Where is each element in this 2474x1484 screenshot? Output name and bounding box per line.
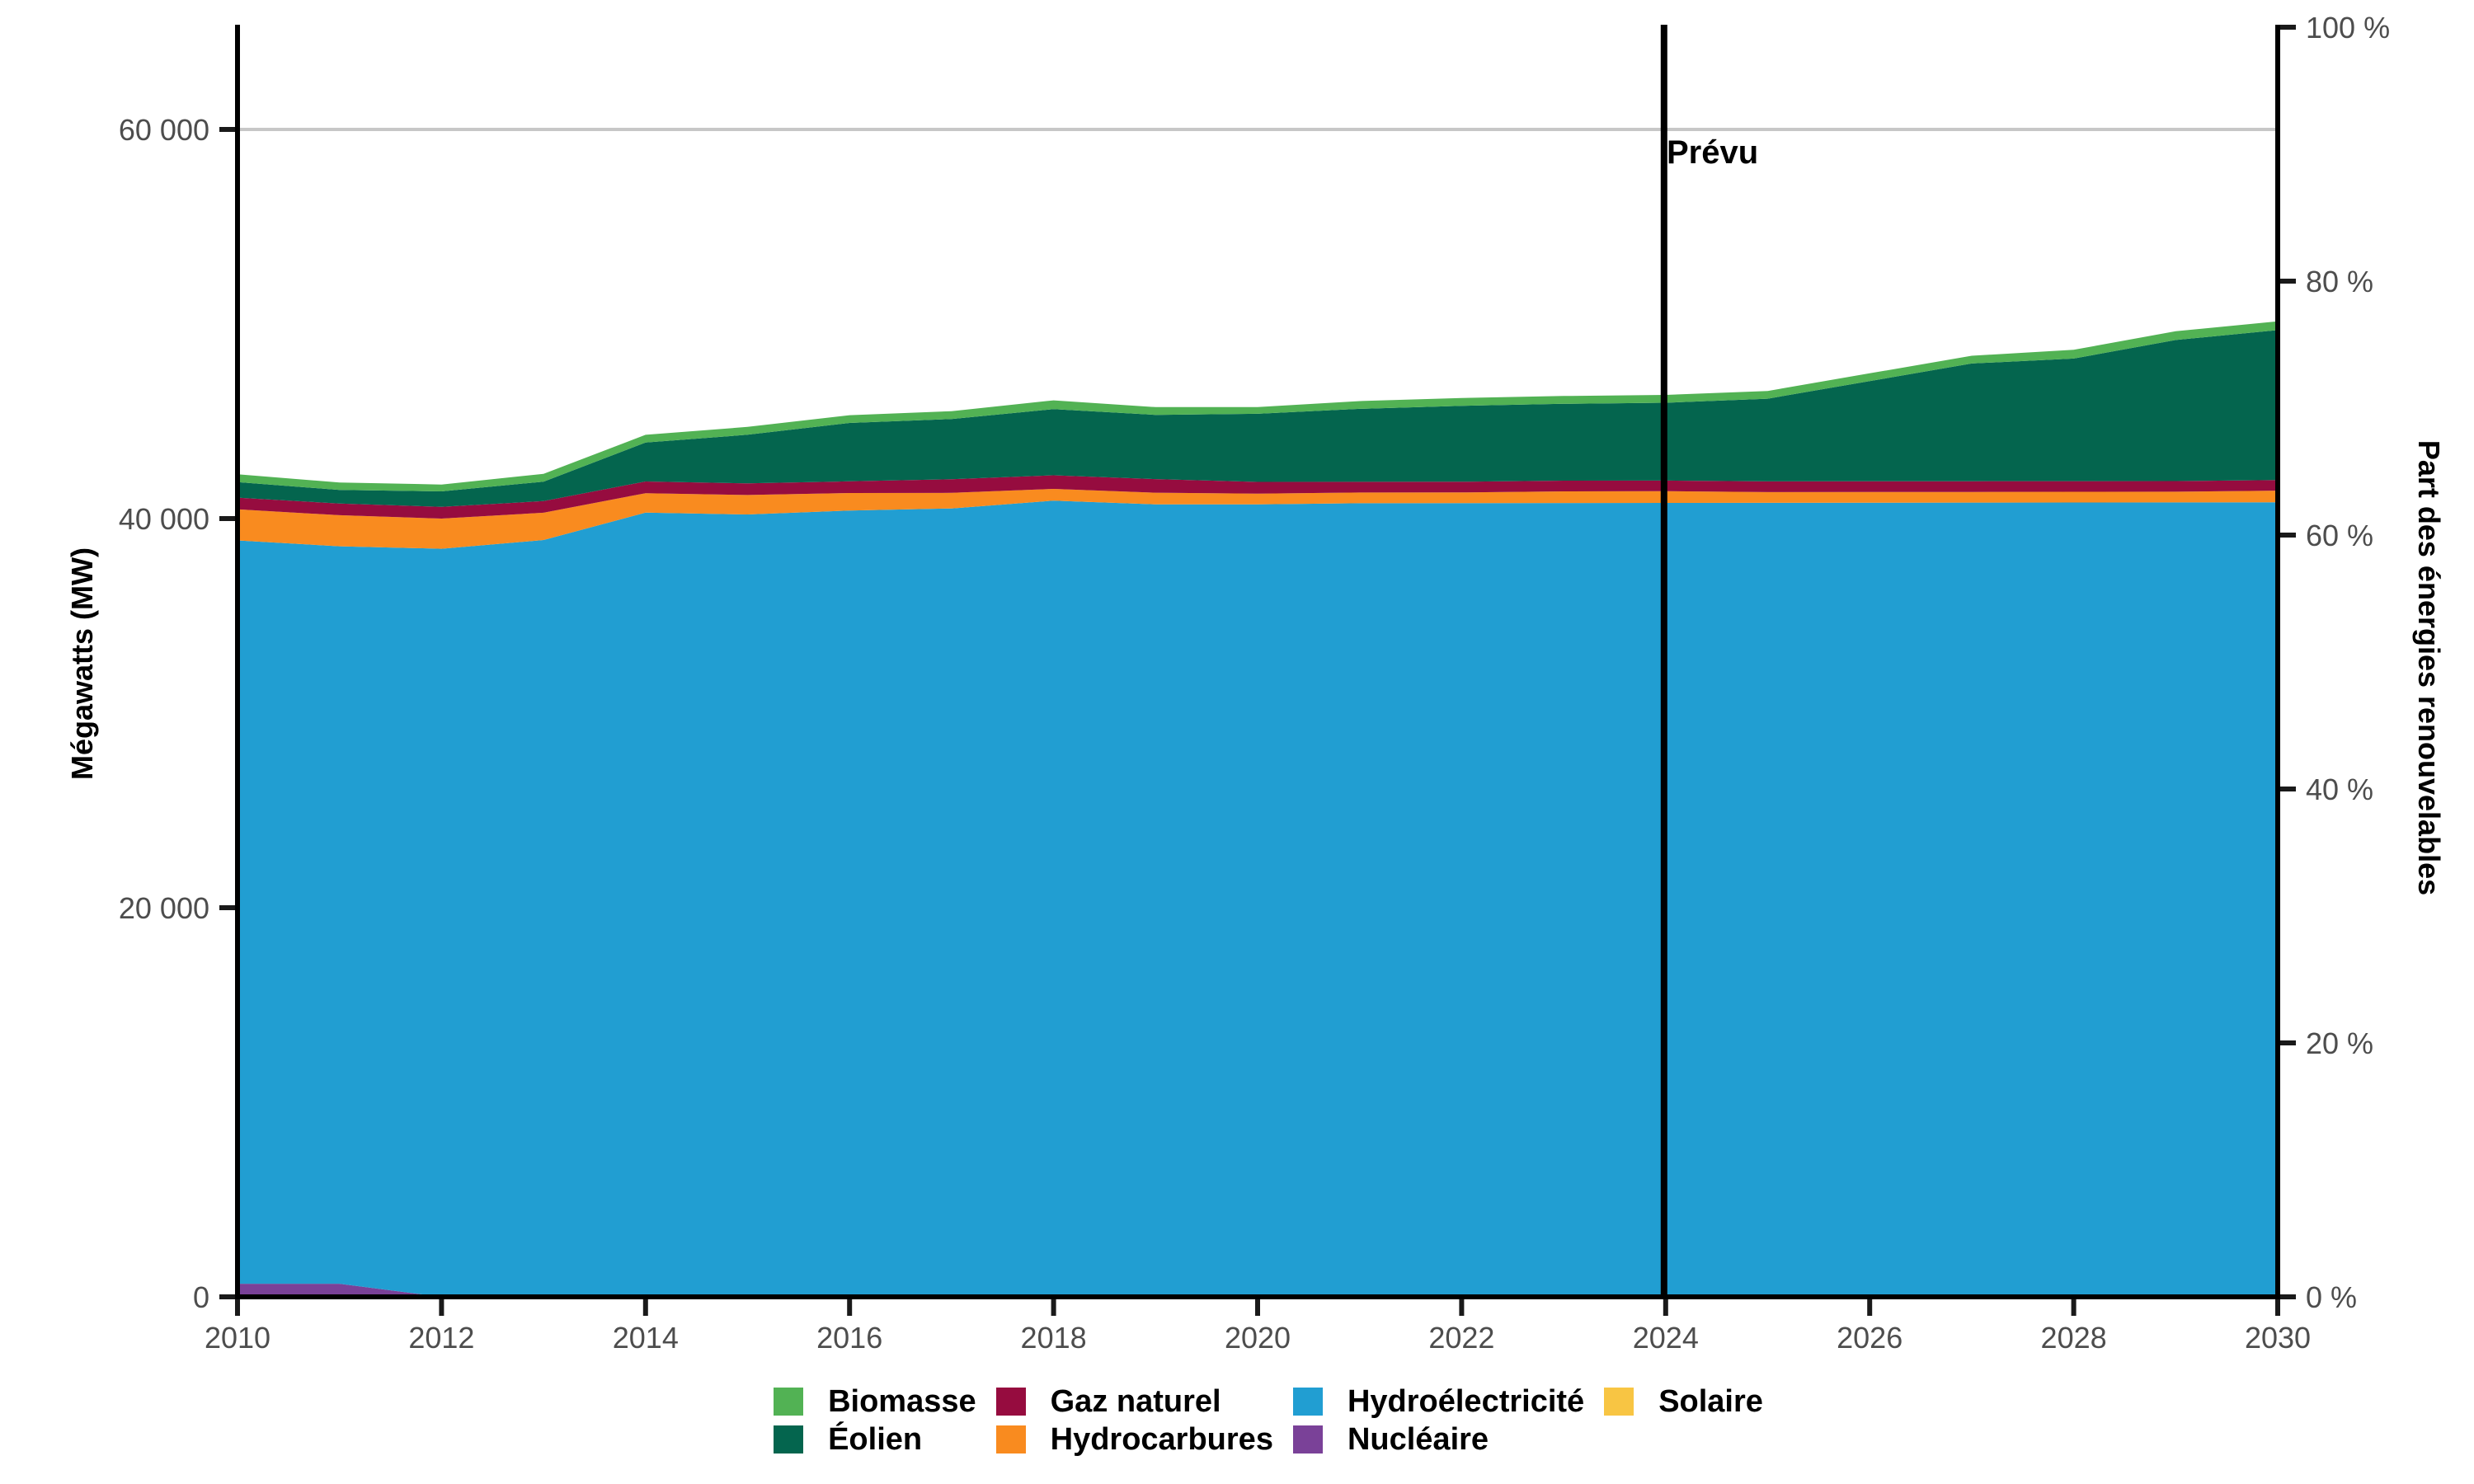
y-left-tick-label: 0 xyxy=(193,1280,209,1314)
x-tick-label: 2016 xyxy=(816,1321,882,1355)
x-tick-label: 2012 xyxy=(408,1321,474,1355)
y-left-axis-title: Mégawatts (MW) xyxy=(65,547,99,780)
y-right-tick-label: 40 % xyxy=(2306,773,2373,806)
y-left-tick-label: 40 000 xyxy=(119,502,209,536)
x-tick-label: 2020 xyxy=(1225,1321,1291,1355)
x-tick-label: 2018 xyxy=(1021,1321,1087,1355)
area-eolien xyxy=(238,330,2278,507)
chart-generated-layer: 0 20 000 40 000 60 000 0 % 20 % 40 % 60 % 80 % 10… xyxy=(119,11,2390,1355)
y-left-tick-label: 60 000 xyxy=(119,113,209,147)
x-tick-label: 2010 xyxy=(205,1321,270,1355)
y-right-tick-label: 20 % xyxy=(2306,1026,2373,1060)
area-hydroelectricite xyxy=(238,500,2278,1297)
x-tick-label: 2028 xyxy=(2041,1321,2107,1355)
y-right-tick-label: 60 % xyxy=(2306,519,2373,552)
y-left-tick-label: 20 000 xyxy=(119,891,209,925)
x-tick-label: 2026 xyxy=(1837,1321,1903,1355)
y-right-tick-label: 100 % xyxy=(2306,11,2390,45)
y-right-axis-title: Part des énergies renouvelables xyxy=(2412,440,2446,895)
x-tick-label: 2014 xyxy=(613,1321,679,1355)
forecast-label: Prévu xyxy=(1667,134,1758,171)
area-hydrocarbures xyxy=(238,489,2278,549)
area-gaz-naturel xyxy=(238,475,2278,519)
x-tick-label: 2030 xyxy=(2245,1321,2311,1355)
y-right-tick-label: 0 % xyxy=(2306,1280,2357,1314)
x-tick-label: 2024 xyxy=(1633,1321,1699,1355)
y-right-tick-label: 80 % xyxy=(2306,265,2373,298)
x-tick-label: 2022 xyxy=(1428,1321,1494,1355)
